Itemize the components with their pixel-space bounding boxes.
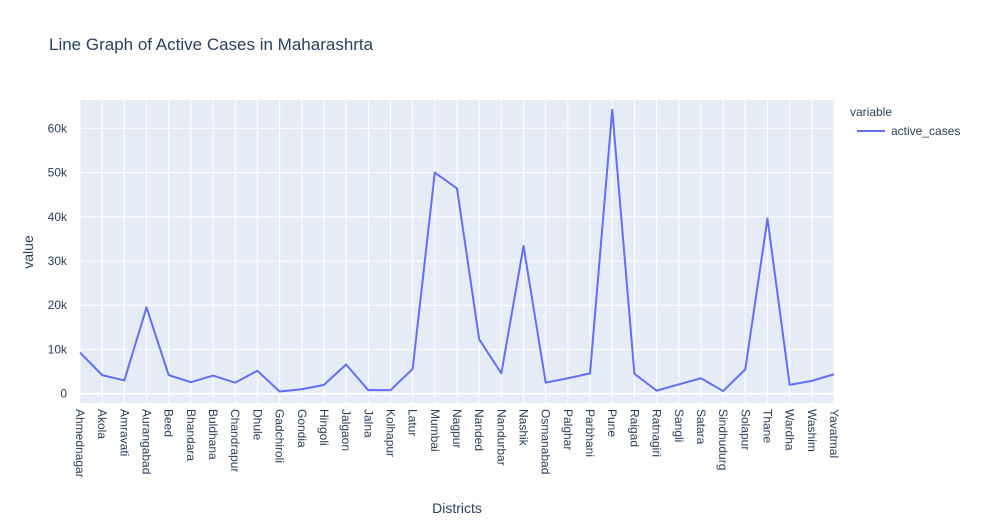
x-tick-label: Hingoli (317, 409, 331, 446)
x-tick-label: Raigad (627, 409, 641, 447)
x-tick-label: Washim (805, 409, 819, 452)
x-axis-title: Districts (432, 500, 482, 516)
x-tick-label: Nandurbar (494, 409, 508, 466)
y-tick-label: 30k (48, 254, 68, 268)
x-tick-label: Gondia (295, 409, 309, 448)
x-tick-label: Dhule (250, 409, 264, 441)
x-tick-label: Yavatmal (827, 409, 841, 458)
legend-item-label: active_cases (891, 124, 960, 138)
x-tick-label: Gadchiroli (273, 409, 287, 463)
x-tick-label: Ahmednagar (73, 409, 87, 478)
x-tick-label: Osmanabad (539, 409, 553, 474)
legend[interactable]: variable active_cases (850, 105, 960, 138)
series-group (79, 108, 835, 393)
y-axis-title: value (20, 235, 36, 269)
x-tick-label: Nanded (472, 409, 486, 451)
x-tick-label: Thane (760, 409, 774, 443)
x-tick-label: Mumbai (428, 409, 442, 452)
legend-title: variable (850, 105, 892, 119)
y-tick-label: 40k (48, 210, 68, 224)
x-tick-label: Chandrapur (228, 409, 242, 472)
series-line-active-cases[interactable] (79, 108, 835, 393)
x-tick-label: Jalgaon (339, 409, 353, 451)
y-axis-ticks: 0 10k 20k 30k 40k 50k 60k (48, 121, 68, 400)
y-tick-label: 0 (60, 387, 67, 401)
x-tick-label: Pune (605, 409, 619, 437)
gridlines (79, 100, 835, 403)
x-tick-label: Beed (162, 409, 176, 437)
x-tick-label: Ratnagiri (650, 409, 664, 457)
x-tick-label: Amravati (117, 409, 131, 456)
x-axis-ticks: Ahmednagar Akola Amravati Aurangabad Beed Bha… (73, 409, 841, 478)
x-tick-label: Palghar (561, 409, 575, 450)
x-tick-label: Sangli (672, 409, 686, 442)
chart-title: Line Graph of Active Cases in Maharashrt… (49, 35, 374, 54)
x-tick-label: Nagpur (450, 409, 464, 448)
x-tick-label: Bhandara (184, 409, 198, 461)
y-tick-label: 60k (48, 121, 68, 135)
x-tick-label: Parbhani (583, 409, 597, 457)
y-tick-label: 10k (48, 342, 68, 356)
x-tick-label: Solapur (738, 409, 752, 450)
y-tick-label: 50k (48, 166, 68, 180)
x-tick-label: Kolhapur (383, 409, 397, 457)
x-tick-label: Sindhudurg (716, 409, 730, 470)
x-tick-label: Wardha (783, 409, 797, 451)
x-tick-label: Akola (95, 409, 109, 439)
x-tick-label: Nashik (517, 409, 531, 447)
x-tick-label: Latur (406, 409, 420, 436)
y-tick-label: 20k (48, 298, 68, 312)
x-tick-label: Aurangabad (140, 409, 154, 474)
x-tick-label: Satara (694, 409, 708, 445)
x-tick-label: Jalna (361, 409, 375, 438)
x-tick-label: Buldhana (206, 409, 220, 460)
